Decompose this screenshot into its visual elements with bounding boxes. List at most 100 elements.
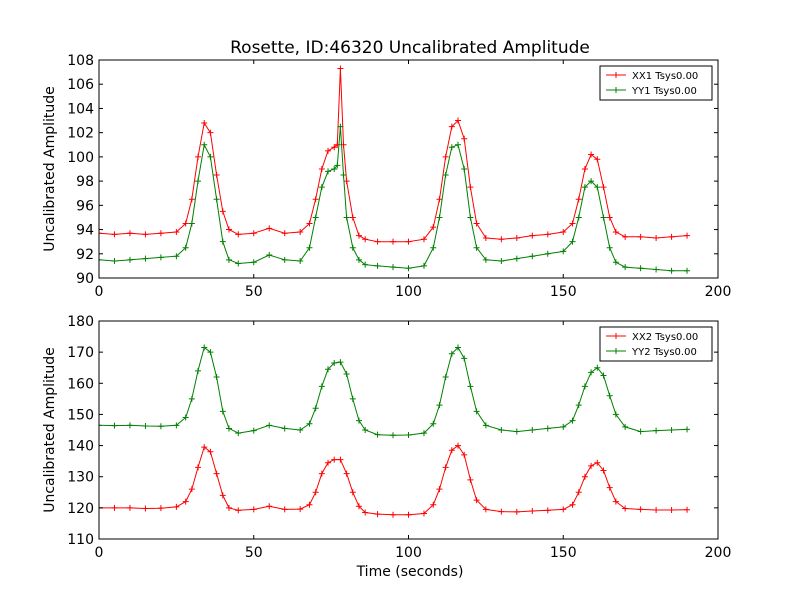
- data-point: [374, 431, 381, 438]
- data-point: [513, 235, 520, 242]
- data-point: [448, 123, 455, 130]
- data-point: [560, 248, 567, 255]
- data-point: [201, 141, 208, 148]
- data-point: [142, 231, 149, 238]
- data-point: [575, 196, 582, 203]
- data-point: [420, 262, 427, 269]
- y-tick-label: 110: [67, 532, 94, 548]
- data-point: [325, 168, 332, 175]
- data-point: [99, 230, 102, 237]
- data-point: [142, 505, 149, 512]
- data-point: [306, 420, 313, 427]
- data-point: [173, 503, 180, 510]
- data-point: [544, 425, 551, 432]
- data-point: [281, 506, 288, 513]
- data-point: [544, 231, 551, 238]
- x-tick-label: 100: [395, 284, 422, 300]
- data-point: [312, 214, 319, 221]
- data-point: [111, 258, 118, 265]
- data-point: [318, 166, 325, 172]
- y-tick-label: 108: [67, 53, 94, 69]
- top-y-axis-label: Uncalibrated Amplitude: [42, 86, 58, 252]
- data-point: [318, 184, 325, 191]
- data-point: [306, 501, 313, 508]
- data-point: [653, 235, 660, 242]
- data-point: [349, 244, 356, 251]
- data-point: [420, 236, 427, 243]
- data-point: [355, 417, 362, 424]
- data-point: [575, 214, 582, 221]
- data-point: [569, 238, 576, 245]
- series-markers-1: [99, 123, 691, 274]
- x-tick-label: 200: [705, 545, 732, 561]
- data-point: [442, 153, 449, 160]
- data-point: [442, 374, 449, 381]
- data-point: [448, 350, 455, 357]
- data-point: [355, 503, 362, 510]
- data-point: [250, 506, 257, 513]
- data-point: [225, 256, 232, 263]
- data-point: [405, 238, 412, 245]
- data-point: [281, 230, 288, 237]
- data-point: [513, 508, 520, 515]
- data-point: [250, 259, 257, 266]
- data-point: [430, 420, 437, 427]
- data-point: [600, 214, 607, 221]
- data-point: [529, 427, 536, 433]
- y-tick-label: 120: [67, 501, 94, 517]
- series-group: [99, 344, 691, 518]
- data-point: [266, 503, 273, 510]
- series-line-1: [99, 126, 687, 272]
- data-point: [157, 423, 164, 430]
- data-point: [343, 470, 350, 477]
- data-point: [612, 411, 619, 418]
- legend-swatch-marker: [613, 87, 619, 93]
- y-tick-label: 96: [76, 198, 94, 214]
- y-tick-label: 100: [67, 150, 94, 166]
- data-point: [560, 506, 567, 513]
- legend-label: XX2 Tsys0.00: [632, 332, 698, 343]
- data-point: [219, 408, 226, 415]
- data-point: [436, 196, 443, 203]
- data-point: [622, 423, 629, 430]
- data-point: [544, 507, 551, 514]
- x-tick-label: 200: [705, 284, 732, 300]
- y-tick-label: 102: [67, 126, 94, 142]
- x-tick-label: 50: [245, 545, 263, 561]
- data-point: [157, 254, 164, 261]
- data-point: [374, 262, 381, 269]
- data-point: [349, 214, 356, 221]
- data-point: [219, 208, 226, 215]
- data-point: [182, 244, 189, 251]
- data-point: [482, 256, 489, 263]
- data-point: [343, 178, 350, 185]
- data-point: [207, 349, 214, 356]
- data-point: [331, 360, 338, 367]
- data-point: [219, 492, 226, 499]
- data-point: [606, 392, 613, 399]
- data-point: [331, 166, 338, 172]
- data-point: [498, 508, 505, 515]
- data-point: [111, 422, 118, 429]
- data-point: [362, 427, 369, 433]
- data-point: [405, 265, 412, 272]
- data-point: [430, 501, 437, 508]
- y-tick-label: 180: [67, 314, 94, 330]
- x-tick-label: 0: [95, 284, 104, 300]
- chart-title: Rosette, ID:46320 Uncalibrated Amplitude: [230, 38, 590, 58]
- data-point: [668, 507, 675, 514]
- data-point: [473, 497, 480, 504]
- data-point: [362, 261, 369, 268]
- data-point: [188, 486, 195, 493]
- data-point: [343, 214, 350, 221]
- data-point: [390, 432, 397, 439]
- data-point: [142, 422, 149, 429]
- top-panel: Rosette, ID:46320 Uncalibrated Amplitude…: [42, 38, 731, 300]
- data-point: [455, 141, 462, 148]
- data-point: [337, 123, 344, 130]
- data-point: [455, 344, 462, 351]
- data-point: [420, 430, 427, 437]
- data-point: [594, 184, 601, 191]
- data-point: [362, 236, 369, 243]
